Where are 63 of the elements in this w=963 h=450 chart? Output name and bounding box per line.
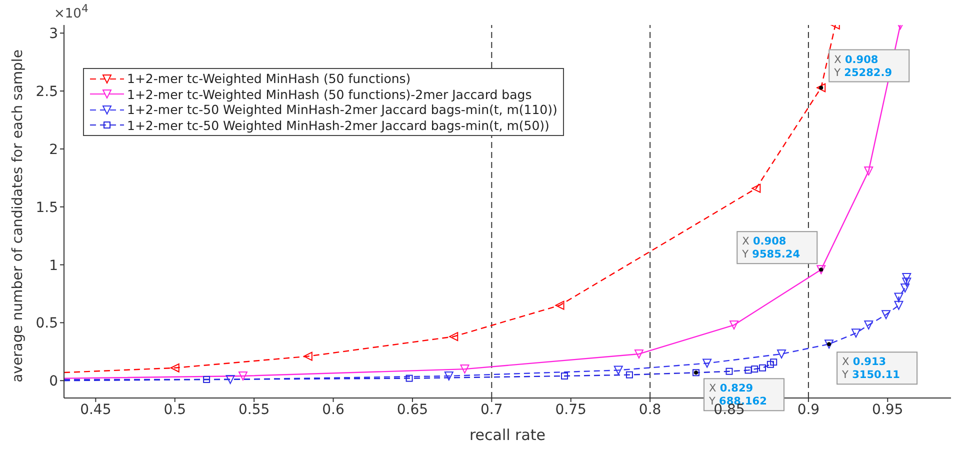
point xyxy=(759,364,766,372)
point xyxy=(882,310,891,320)
point xyxy=(824,340,834,349)
point xyxy=(460,364,470,374)
point xyxy=(894,292,904,302)
x-tick-label: 0.95 xyxy=(872,402,904,418)
x-tick-label: 0.55 xyxy=(238,402,270,418)
x-tick-label: 0.6 xyxy=(322,402,344,418)
y-tick-label: 0 xyxy=(49,374,58,390)
x-tick-label: 0.8 xyxy=(638,402,662,418)
y-tick-label: 0.5 xyxy=(36,316,58,332)
x-tick-label: 0.5 xyxy=(164,402,186,418)
point xyxy=(766,360,774,368)
point xyxy=(744,366,752,374)
point xyxy=(751,366,758,373)
x-axis-title: recall rate xyxy=(469,426,546,444)
point xyxy=(770,358,778,366)
point xyxy=(900,283,910,292)
point xyxy=(555,300,564,310)
point xyxy=(561,372,568,380)
point xyxy=(902,278,912,287)
point xyxy=(406,374,413,382)
x-tick-label: 0.9 xyxy=(797,402,820,418)
legend-label: 1+2-mer tc-Weighted MinHash (50 functions)-2mer Jaccard bags xyxy=(127,86,532,102)
y-tick-label: 2 xyxy=(49,142,58,158)
point xyxy=(726,368,733,375)
y-axis-title: average number of candidates for each sample xyxy=(10,50,26,382)
point xyxy=(752,184,761,193)
point xyxy=(851,328,860,338)
point xyxy=(626,371,633,378)
point xyxy=(816,265,826,274)
point xyxy=(170,363,180,372)
x-tick-label: 0.75 xyxy=(555,402,586,418)
point xyxy=(894,300,904,310)
x-tick-label: 0.7 xyxy=(480,402,503,418)
point xyxy=(702,358,712,368)
x-tick-label: 0.45 xyxy=(80,402,112,418)
point xyxy=(614,366,623,375)
point xyxy=(444,371,454,380)
x-tick-label: 0.65 xyxy=(396,402,428,418)
legend-label: 1+2-mer tc-50 Weighted MinHash-2mer Jaccard bags-min(t, m(50)) xyxy=(127,118,550,133)
legend-label: 1+2-mer tc-Weighted MinHash (50 functions) xyxy=(127,71,411,86)
point xyxy=(902,273,912,282)
point xyxy=(449,332,458,342)
point xyxy=(864,320,874,330)
y-tick-label: 3 xyxy=(49,26,58,42)
y-tick-label: 1.5 xyxy=(36,200,58,216)
y-tick-label: 2.5 xyxy=(36,84,58,100)
text: ×10$^{4}$ xyxy=(54,2,88,22)
point xyxy=(303,352,312,361)
point xyxy=(203,376,210,383)
point xyxy=(777,349,786,358)
point xyxy=(238,371,248,380)
y-tick-label: 1 xyxy=(49,258,58,274)
annotation: X 0.908 Y 25282.9 xyxy=(833,54,892,79)
annotation: X 0.908 Y 9585.24 xyxy=(741,236,800,261)
point xyxy=(634,349,644,358)
point xyxy=(730,320,738,330)
legend-label: 1+2-mer tc-50 Weighted MinHash-2mer Jaccard bags-min(t, m(110)) xyxy=(127,102,558,118)
point xyxy=(226,374,235,384)
point xyxy=(816,83,826,92)
point xyxy=(864,166,874,176)
annotation: X 0.913 Y 3150.11 xyxy=(841,356,900,382)
